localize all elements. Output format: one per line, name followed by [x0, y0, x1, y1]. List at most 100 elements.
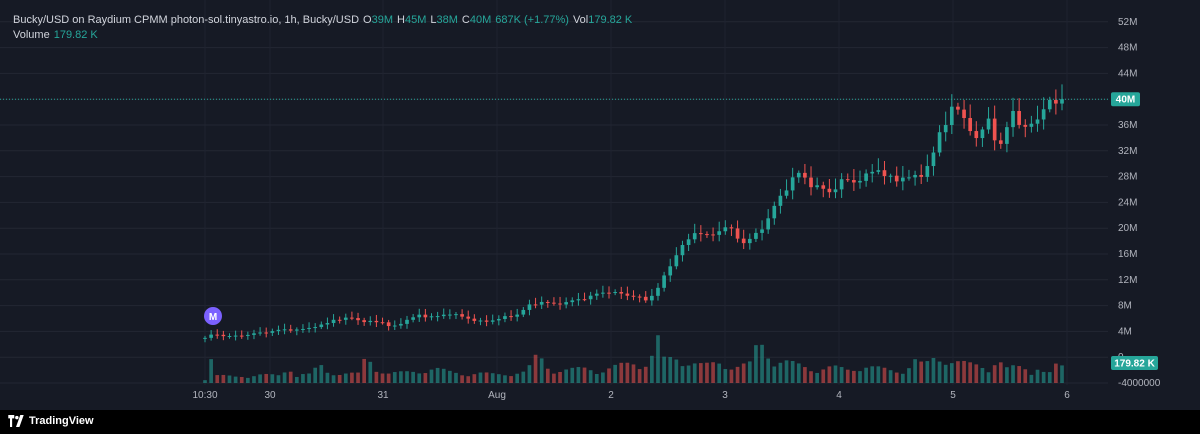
volume-bar — [680, 366, 685, 383]
candle-body — [301, 328, 305, 330]
candle — [503, 312, 507, 323]
volume-bar — [876, 366, 881, 383]
candle — [460, 309, 464, 320]
candle-body — [1011, 111, 1015, 128]
candle-body — [803, 172, 807, 178]
candle-body — [754, 232, 758, 239]
x-tick-label: 30 — [264, 390, 276, 401]
candle — [233, 330, 238, 341]
candle — [435, 311, 440, 322]
candle — [362, 317, 366, 326]
volume-bar — [319, 365, 324, 383]
volume-bar — [631, 364, 636, 383]
candle — [1011, 97, 1015, 137]
change-value: 687K (+1.77%) — [495, 14, 569, 26]
candle-body — [998, 140, 1003, 144]
volume-bar — [956, 361, 960, 383]
candle — [852, 169, 856, 191]
candle — [613, 289, 617, 296]
candle-body — [839, 179, 844, 190]
volume-bar — [803, 367, 807, 383]
candle — [203, 335, 207, 343]
candle — [680, 240, 685, 262]
event-marker[interactable]: M — [204, 307, 222, 325]
candle-body — [503, 316, 507, 319]
volume-bar — [552, 373, 556, 383]
candle-body — [821, 185, 826, 189]
candle-body — [227, 335, 232, 337]
candle — [949, 94, 954, 135]
candle — [239, 330, 244, 339]
volume-bar — [399, 371, 403, 383]
volume-bar — [294, 376, 299, 383]
candle — [809, 166, 813, 196]
candle-body — [417, 314, 422, 318]
candle-body — [466, 316, 471, 319]
volume-bar — [233, 376, 238, 383]
candle-body — [307, 327, 311, 329]
tradingview-brand[interactable]: TradingView — [8, 415, 94, 427]
candle — [692, 223, 697, 244]
candle-body — [815, 185, 819, 188]
candle-body — [1017, 111, 1021, 125]
candle-body — [705, 234, 709, 236]
volume-bar — [429, 369, 434, 383]
candle-body — [796, 172, 801, 178]
y-tick-label: 20M — [1118, 223, 1137, 234]
volume-bar — [301, 374, 305, 383]
candle — [564, 297, 569, 309]
time-axis[interactable]: 10:30 30 31 Aug 2 3 4 5 6 — [192, 390, 1070, 401]
volume-value: 179.82 K — [53, 29, 98, 41]
candle — [888, 173, 893, 183]
candle-body — [331, 319, 336, 324]
volume-bar — [772, 366, 777, 383]
candle — [527, 299, 532, 316]
volume-bar — [686, 365, 691, 383]
y-tick-label: 48M — [1118, 43, 1137, 54]
volume-bar — [821, 369, 826, 383]
candle — [1029, 115, 1034, 133]
price-chart[interactable]: 52M48M44M40M36M32M28M24M20M16M12M8M4M0-4… — [0, 0, 1200, 410]
candle-body — [221, 334, 226, 337]
candle — [337, 316, 342, 324]
candle-body — [901, 177, 905, 182]
candle — [931, 146, 936, 176]
volume-bar — [711, 362, 715, 383]
volume-bar — [221, 374, 226, 383]
candle-body — [729, 227, 734, 229]
low-label: L — [430, 14, 437, 26]
candle — [833, 178, 838, 199]
candle-body — [625, 293, 630, 296]
candle — [392, 320, 397, 330]
volume-bar — [668, 357, 673, 383]
candle-body — [692, 233, 697, 240]
y-tick-label: 24M — [1118, 197, 1137, 208]
candle-body — [374, 320, 379, 323]
candle-body — [894, 175, 899, 182]
candle — [974, 121, 979, 147]
x-tick-label: Aug — [488, 390, 506, 401]
candle-body — [876, 170, 881, 172]
volume-bar — [784, 360, 789, 383]
x-tick-label: 10:30 — [192, 390, 217, 401]
high-value: 45M — [404, 14, 427, 26]
candle-body — [282, 329, 287, 331]
volume-bar — [576, 367, 581, 383]
candle-body — [515, 314, 520, 317]
candle — [576, 292, 581, 306]
volume-bar — [919, 361, 924, 383]
candle-body — [956, 106, 960, 110]
volume-bar — [1005, 367, 1009, 383]
volume-bar — [466, 376, 471, 383]
candle — [668, 258, 673, 282]
volume-label: Volume — [13, 29, 50, 41]
volume-bar — [337, 374, 342, 383]
price-axis[interactable]: 52M48M44M40M36M32M28M24M20M16M12M8M4M0-4… — [1118, 17, 1161, 389]
candle — [968, 104, 973, 136]
volume-bar — [343, 373, 348, 383]
marker-circle-icon[interactable] — [204, 307, 222, 325]
candle — [1023, 119, 1028, 138]
candle — [558, 296, 562, 310]
candle — [778, 188, 783, 214]
candle — [754, 228, 758, 243]
